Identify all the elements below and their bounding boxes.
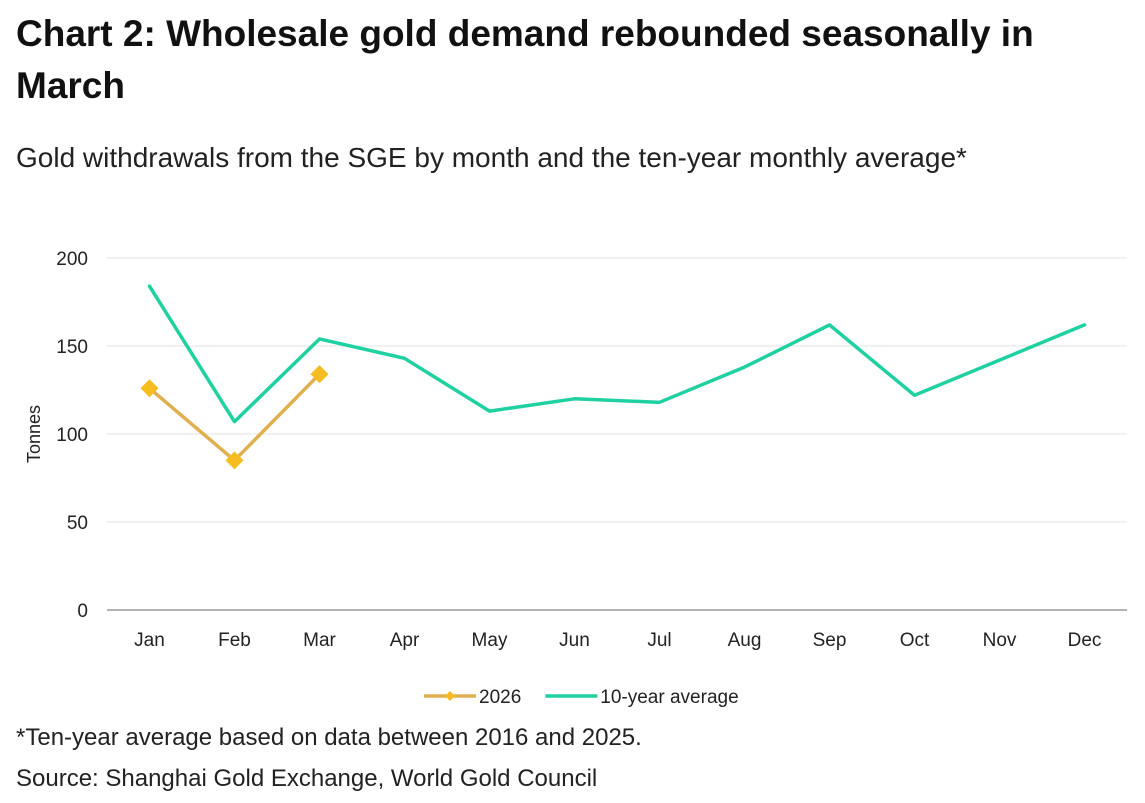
footnote: *Ten-year average based on data between …: [16, 724, 642, 751]
x-tick-label: Jun: [559, 630, 590, 651]
chart-subtitle: Gold withdrawals from the SGE by month a…: [16, 142, 967, 173]
x-tick-label: Mar: [303, 630, 336, 651]
y-tick-label: 100: [56, 425, 88, 446]
x-tick-label: Feb: [218, 630, 251, 651]
series-line-10-year-average: [147, 284, 1087, 424]
data-point-2026: [310, 365, 329, 384]
legend-marker-2026: [445, 691, 455, 701]
y-tick-label: 50: [67, 513, 88, 534]
x-tick-label: Apr: [390, 630, 420, 651]
y-tick-label: 150: [56, 337, 88, 358]
x-tick-label: Aug: [728, 630, 762, 651]
y-axis-ticks: 0 50 100 150 200: [56, 249, 88, 622]
data-point-2026: [140, 379, 159, 398]
line-chart: 0 50 100 150 200 Tonnes Jan Feb Mar Apr May Jun Ju…: [24, 249, 1127, 708]
series-line-2026: [147, 372, 322, 463]
data-point-2026: [225, 451, 244, 470]
y-axis-label: Tonnes: [24, 405, 44, 463]
x-tick-label: Nov: [983, 630, 1017, 651]
x-tick-label: Oct: [900, 630, 930, 651]
chart-legend: 2026 10-year average: [424, 687, 739, 708]
y-tick-label: 0: [77, 601, 88, 622]
x-tick-label: Sep: [813, 630, 847, 651]
source-note: Source: Shanghai Gold Exchange, World Go…: [16, 765, 598, 792]
x-tick-label: Jul: [647, 630, 671, 651]
x-tick-label: Dec: [1068, 630, 1102, 651]
legend-label-10-year-average: 10-year average: [600, 687, 738, 708]
y-tick-label: 200: [56, 249, 88, 270]
x-axis-ticks: Jan Feb Mar Apr May Jun Jul Aug Sep Oct Nov Dec: [134, 630, 1101, 651]
x-tick-label: Jan: [134, 630, 165, 651]
chart-title: Chart 2: Wholesale gold demand rebounded…: [16, 13, 1034, 106]
chart-series: [140, 284, 1087, 470]
legend-label-2026: 2026: [479, 687, 521, 708]
gridlines: [107, 257, 1127, 611]
x-tick-label: May: [472, 630, 508, 651]
